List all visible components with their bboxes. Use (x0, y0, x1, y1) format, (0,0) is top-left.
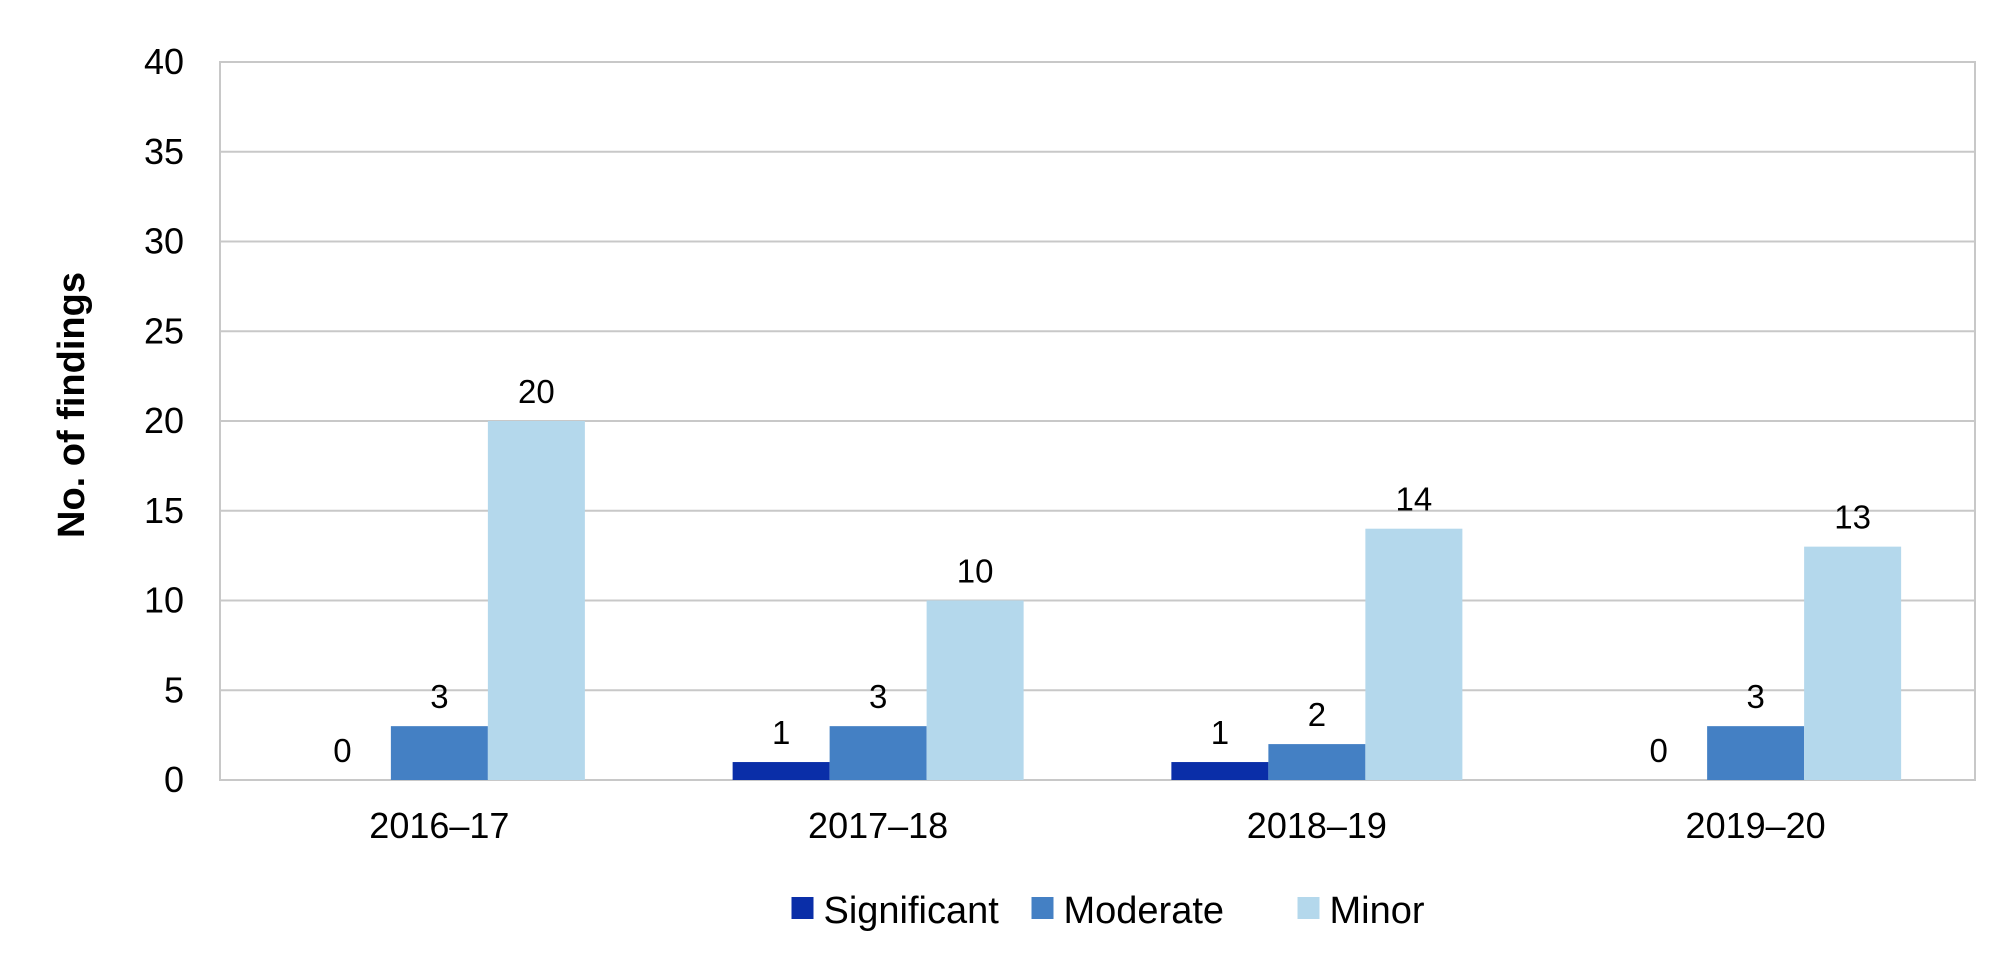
y-tick-label: 40 (144, 41, 184, 82)
y-tick-label: 30 (144, 221, 184, 262)
bar-minor (487, 421, 585, 780)
bar-minor (1365, 528, 1463, 780)
legend-item-minor: Minor (1297, 890, 1425, 932)
y-tick-label: 20 (144, 400, 184, 441)
y-tick-label: 10 (144, 580, 184, 621)
legend-label: Minor (1330, 890, 1425, 932)
x-tick-label: 2016–17 (369, 805, 509, 846)
data-label-moderate: 3 (430, 678, 448, 715)
bars (390, 421, 1902, 780)
legend: Significant Moderate Minor (791, 890, 1425, 932)
bar-moderate (829, 726, 927, 780)
y-axis-ticks: 0 5 10 15 20 25 30 35 40 (144, 41, 184, 800)
legend-swatch (1031, 897, 1054, 919)
gridlines (219, 61, 1976, 781)
legend-label: Moderate (1064, 890, 1225, 932)
data-label-moderate: 3 (1746, 678, 1764, 715)
x-tick-label: 2019–20 (1686, 805, 1826, 846)
bar-minor (1804, 546, 1902, 780)
data-label-significant: 0 (1649, 732, 1667, 769)
bar-moderate (1707, 726, 1805, 780)
legend-swatch (791, 897, 814, 919)
legend-item-moderate: Moderate (1031, 890, 1225, 932)
x-tick-label: 2018–19 (1247, 805, 1387, 846)
legend-swatch (1297, 897, 1320, 919)
data-label-minor: 14 (1396, 481, 1433, 518)
y-tick-label: 0 (164, 759, 184, 800)
bar-moderate (1268, 744, 1366, 780)
x-axis-ticks: 2016–17 2017–18 2018–19 2019–20 (369, 805, 1825, 846)
plot-area-border (219, 61, 1976, 781)
legend-label: Significant (824, 890, 1000, 932)
y-tick-label: 25 (144, 310, 184, 351)
bar-minor (926, 600, 1024, 780)
x-tick-label: 2017–18 (808, 805, 948, 846)
data-label-significant: 1 (772, 714, 790, 751)
y-tick-label: 15 (144, 490, 184, 531)
data-label-significant: 1 (1211, 714, 1229, 751)
data-label-moderate: 2 (1308, 696, 1326, 733)
legend-item-significant: Significant (791, 890, 1000, 932)
data-label-minor: 10 (957, 553, 994, 590)
data-label-minor: 13 (1834, 499, 1871, 536)
bar-significant (732, 762, 830, 780)
data-label-moderate: 3 (869, 678, 887, 715)
data-label-minor: 20 (518, 373, 555, 410)
y-tick-label: 35 (144, 131, 184, 172)
bar-significant (1171, 762, 1269, 780)
y-tick-label: 5 (164, 669, 184, 710)
y-axis-title: No. of findings (51, 272, 93, 538)
bar-moderate (390, 726, 488, 780)
data-label-significant: 0 (333, 732, 351, 769)
